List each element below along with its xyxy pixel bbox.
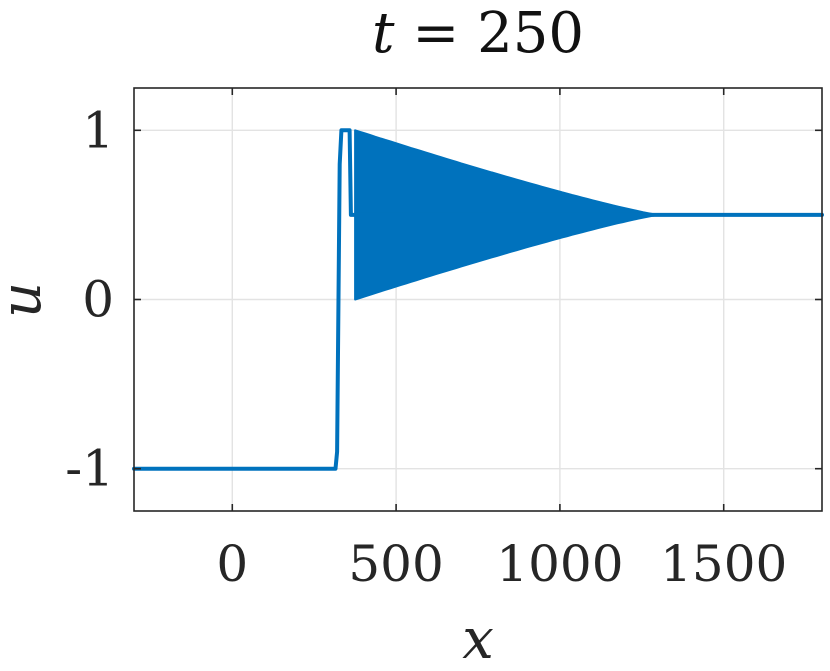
y-tick-label-1: 0 xyxy=(82,271,114,329)
y-axis-label: u xyxy=(0,282,54,318)
axis-ticks: 0 500 1000 1500 -1 0 1 xyxy=(65,88,822,593)
series-line-0 xyxy=(132,128,824,471)
chart-title-equals: = xyxy=(395,1,478,66)
x-axis-label: x xyxy=(462,607,494,671)
grid-lines xyxy=(134,88,822,511)
data-series xyxy=(132,128,824,471)
x-tick-label-0: 0 xyxy=(216,535,248,593)
x-tick-label-3: 1500 xyxy=(660,535,787,593)
chart-title-variable: t xyxy=(372,1,395,66)
y-tick-label-2: 1 xyxy=(82,101,114,159)
y-tick-label-0: -1 xyxy=(65,440,114,498)
x-tick-label-1: 500 xyxy=(348,535,443,593)
chart-title: t = 250 xyxy=(372,1,584,66)
chart-title-value: 250 xyxy=(477,1,584,66)
x-tick-label-2: 1000 xyxy=(496,535,623,593)
